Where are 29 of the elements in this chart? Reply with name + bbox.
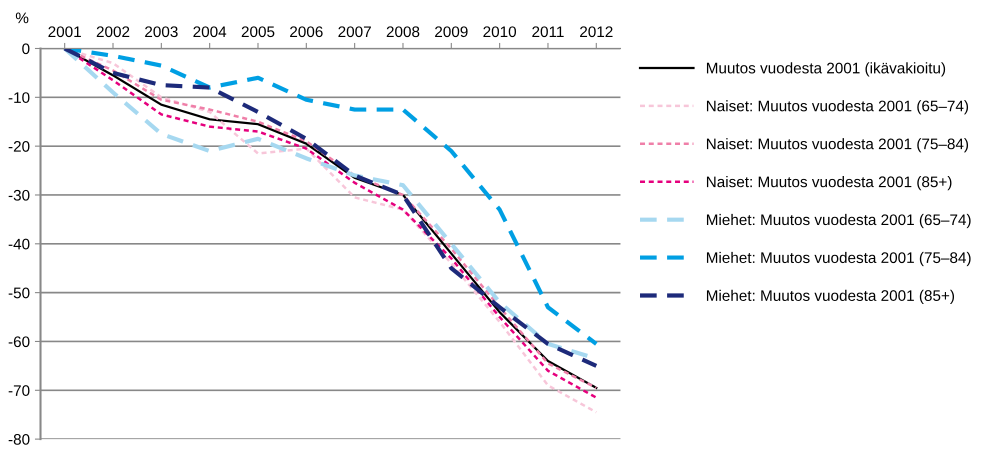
y-tick-label: -50 [8, 288, 30, 298]
legend-label: Muutos vuodesta 2001 (ikävakioitu) [706, 62, 946, 76]
y-tick-label: -60 [8, 336, 30, 348]
legend-label: Miehet: Muutos vuodesta 2001 (85+) [706, 290, 954, 304]
legend-label: Naiset: Muutos vuodesta 2001 (75–84) [706, 138, 968, 152]
x-tick-label: 2005 [242, 26, 274, 38]
x-tick-label: 2003 [145, 26, 178, 38]
y-tick-label: -80 [8, 434, 30, 445]
x-tick-label: 2002 [96, 26, 130, 38]
legend-label: Miehet: Muutos vuodesta 2001 (75–84) [706, 252, 971, 266]
x-tick-label: 2010 [483, 26, 516, 38]
legend-label: Naiset: Muutos vuodesta 2001 (85+) [706, 176, 952, 190]
x-tick-label: 2009 [435, 26, 468, 38]
x-tick-label: 2001 [48, 26, 81, 38]
legend-label: Miehet: Muutos vuodesta 2001 (65–74) [706, 214, 971, 228]
x-tick-label: 2011 [532, 26, 564, 38]
x-tick-label: 2012 [580, 26, 613, 38]
y-tick-label: -20 [8, 141, 30, 152]
y-tick-label: -30 [8, 190, 30, 201]
y-tick-label: -70 [8, 385, 30, 396]
x-tick-label: 2008 [386, 26, 420, 38]
y-tick-label: -10 [8, 92, 30, 104]
y-tick-label: 0 [22, 43, 30, 54]
x-tick-label: 2007 [338, 26, 371, 38]
x-tick-label: 2006 [290, 26, 323, 38]
legend-label: Naiset: Muutos vuodesta 2001 (65–74) [706, 100, 968, 114]
y-tick-label: -40 [8, 238, 30, 250]
y-axis-title: % [16, 12, 28, 24]
x-tick-label: 2004 [193, 26, 226, 38]
